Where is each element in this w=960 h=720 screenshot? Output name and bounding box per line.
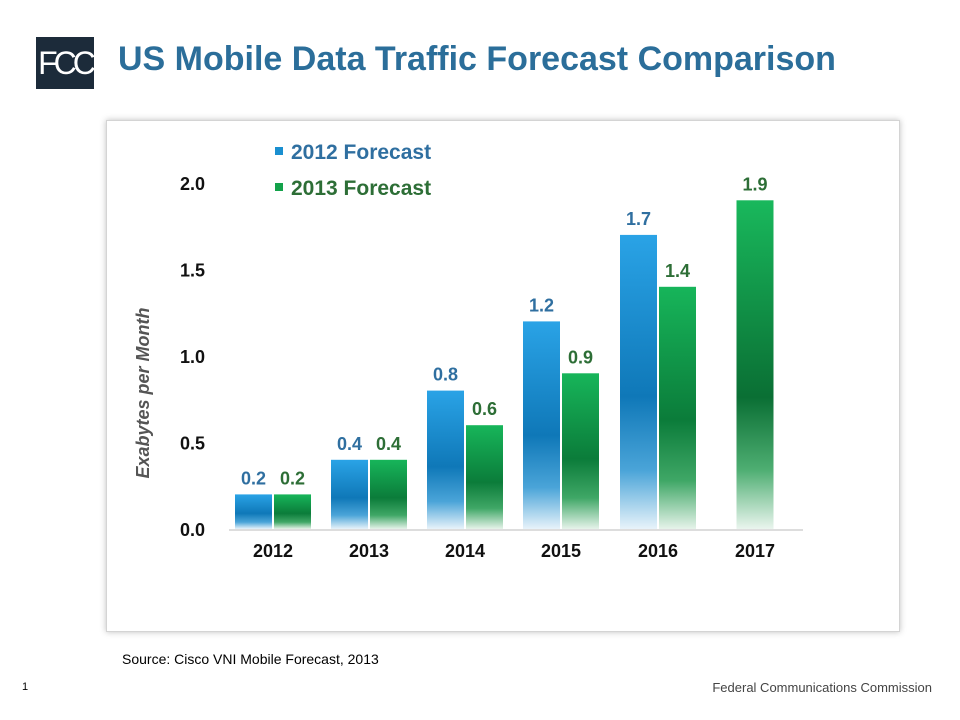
data-label: 1.4 bbox=[665, 261, 690, 281]
x-tick-label: 2014 bbox=[445, 541, 485, 561]
bar-2013-forecast bbox=[274, 494, 311, 529]
data-label: 0.2 bbox=[241, 468, 266, 488]
y-tick-labels: 0.0 0.5 1.0 1.5 2.0 bbox=[180, 174, 205, 540]
x-tick-label: 2015 bbox=[541, 541, 581, 561]
bar-chart: Exabytes per Month 2012 Forecast 2013 Fo… bbox=[133, 141, 803, 561]
data-labels: 0.2 0.4 0.8 1.2 1.7 0.2 0.4 0.6 0.9 1.4 1.9 bbox=[241, 174, 768, 488]
data-label: 1.2 bbox=[529, 295, 554, 315]
data-label: 1.9 bbox=[742, 174, 767, 194]
bar-2013-forecast bbox=[659, 286, 696, 529]
y-tick-label: 1.0 bbox=[180, 347, 205, 367]
slide-title: US Mobile Data Traffic Forecast Comparis… bbox=[118, 40, 836, 78]
data-label: 0.4 bbox=[376, 434, 401, 454]
bar-2012-forecast bbox=[523, 321, 560, 529]
fcc-logo: FCC bbox=[36, 37, 96, 89]
bar-2013-forecast bbox=[370, 459, 407, 529]
bar-2013-forecast bbox=[466, 425, 503, 529]
x-tick-label: 2013 bbox=[349, 541, 389, 561]
y-tick-label: 0.5 bbox=[180, 434, 205, 454]
x-tick-label: 2012 bbox=[253, 541, 293, 561]
chart-frame: Exabytes per Month 2012 Forecast 2013 Fo… bbox=[106, 120, 900, 632]
bar-2012-forecast bbox=[331, 459, 368, 529]
y-tick-label: 2.0 bbox=[180, 174, 205, 194]
legend-label-2012: 2012 Forecast bbox=[291, 141, 431, 164]
y-tick-label: 0.0 bbox=[180, 520, 205, 540]
fcc-logo-text: FCC bbox=[38, 44, 96, 81]
data-label: 1.7 bbox=[626, 209, 651, 229]
data-label: 0.4 bbox=[337, 434, 362, 454]
bars bbox=[235, 200, 774, 530]
x-tick-label: 2017 bbox=[735, 541, 775, 561]
bar-2012-forecast bbox=[620, 234, 657, 529]
x-tick-label: 2016 bbox=[638, 541, 678, 561]
legend-label-2013: 2013 Forecast bbox=[291, 177, 431, 200]
bar-2013-forecast bbox=[562, 373, 599, 529]
footer-organization: Federal Communications Commission bbox=[712, 680, 932, 695]
data-label: 0.8 bbox=[433, 365, 458, 385]
bar-2012-forecast bbox=[427, 390, 464, 529]
data-label: 0.6 bbox=[472, 399, 497, 419]
data-label: 0.9 bbox=[568, 347, 593, 367]
y-axis-label: Exabytes per Month bbox=[133, 307, 153, 478]
bar-2012-forecast bbox=[235, 494, 272, 529]
bar-2013-forecast bbox=[736, 200, 774, 530]
legend-swatch-2013 bbox=[275, 183, 283, 191]
x-tick-labels: 2012 2013 2014 2015 2016 2017 bbox=[253, 541, 775, 561]
legend-swatch-2012 bbox=[275, 147, 283, 155]
source-note: Source: Cisco VNI Mobile Forecast, 2013 bbox=[122, 651, 379, 667]
data-label: 0.2 bbox=[280, 468, 305, 488]
page-number: 1 bbox=[22, 681, 29, 693]
y-tick-label: 1.5 bbox=[180, 261, 205, 281]
